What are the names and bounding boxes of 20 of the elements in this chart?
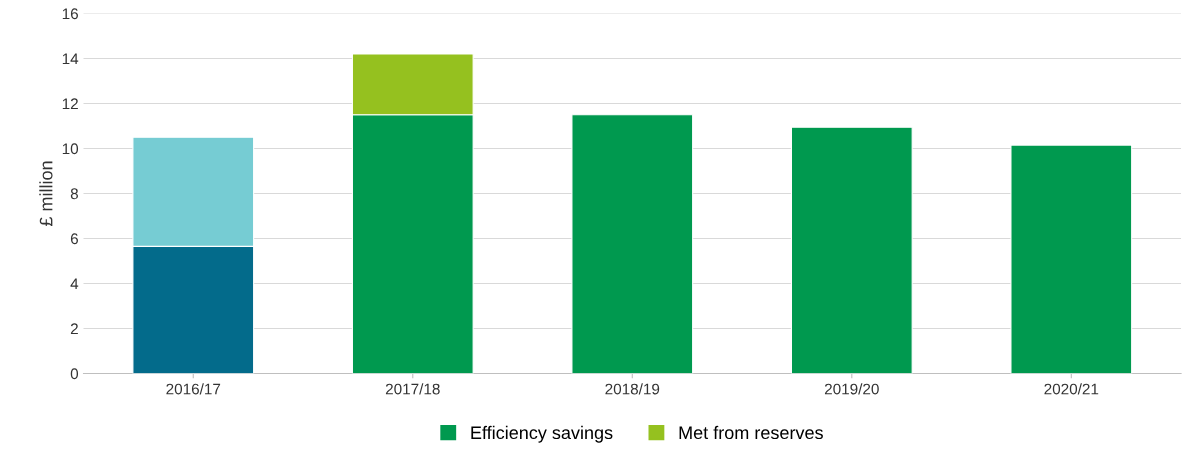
x-tick-label: 2017/18 bbox=[385, 383, 440, 395]
y-tick-label: 12 bbox=[62, 98, 78, 110]
y-tick-label: 10 bbox=[62, 143, 79, 155]
x-tick-label: 2018/19 bbox=[605, 383, 660, 395]
bar bbox=[571, 114, 694, 374]
legend-label: Met from reserves bbox=[679, 425, 823, 440]
y-tick-label: 8 bbox=[70, 188, 78, 200]
y-tick-label: 2 bbox=[70, 323, 78, 335]
x-tick-label: 2016/17 bbox=[166, 383, 221, 395]
x-tick-label: 2020/21 bbox=[1044, 383, 1099, 395]
legend-label: Efficiency savings bbox=[471, 425, 613, 443]
y-tick-label: 14 bbox=[62, 53, 79, 65]
y-tick-label: 4 bbox=[70, 278, 79, 290]
y-axis-title: £ million bbox=[39, 161, 53, 227]
bar bbox=[790, 126, 913, 374]
y-tick-label: 0 bbox=[70, 368, 79, 380]
bar bbox=[1010, 144, 1133, 374]
y-tick-label: 6 bbox=[70, 233, 78, 245]
y-tick-label: 16 bbox=[62, 8, 78, 20]
x-tick-label: 2019/20 bbox=[824, 383, 879, 395]
